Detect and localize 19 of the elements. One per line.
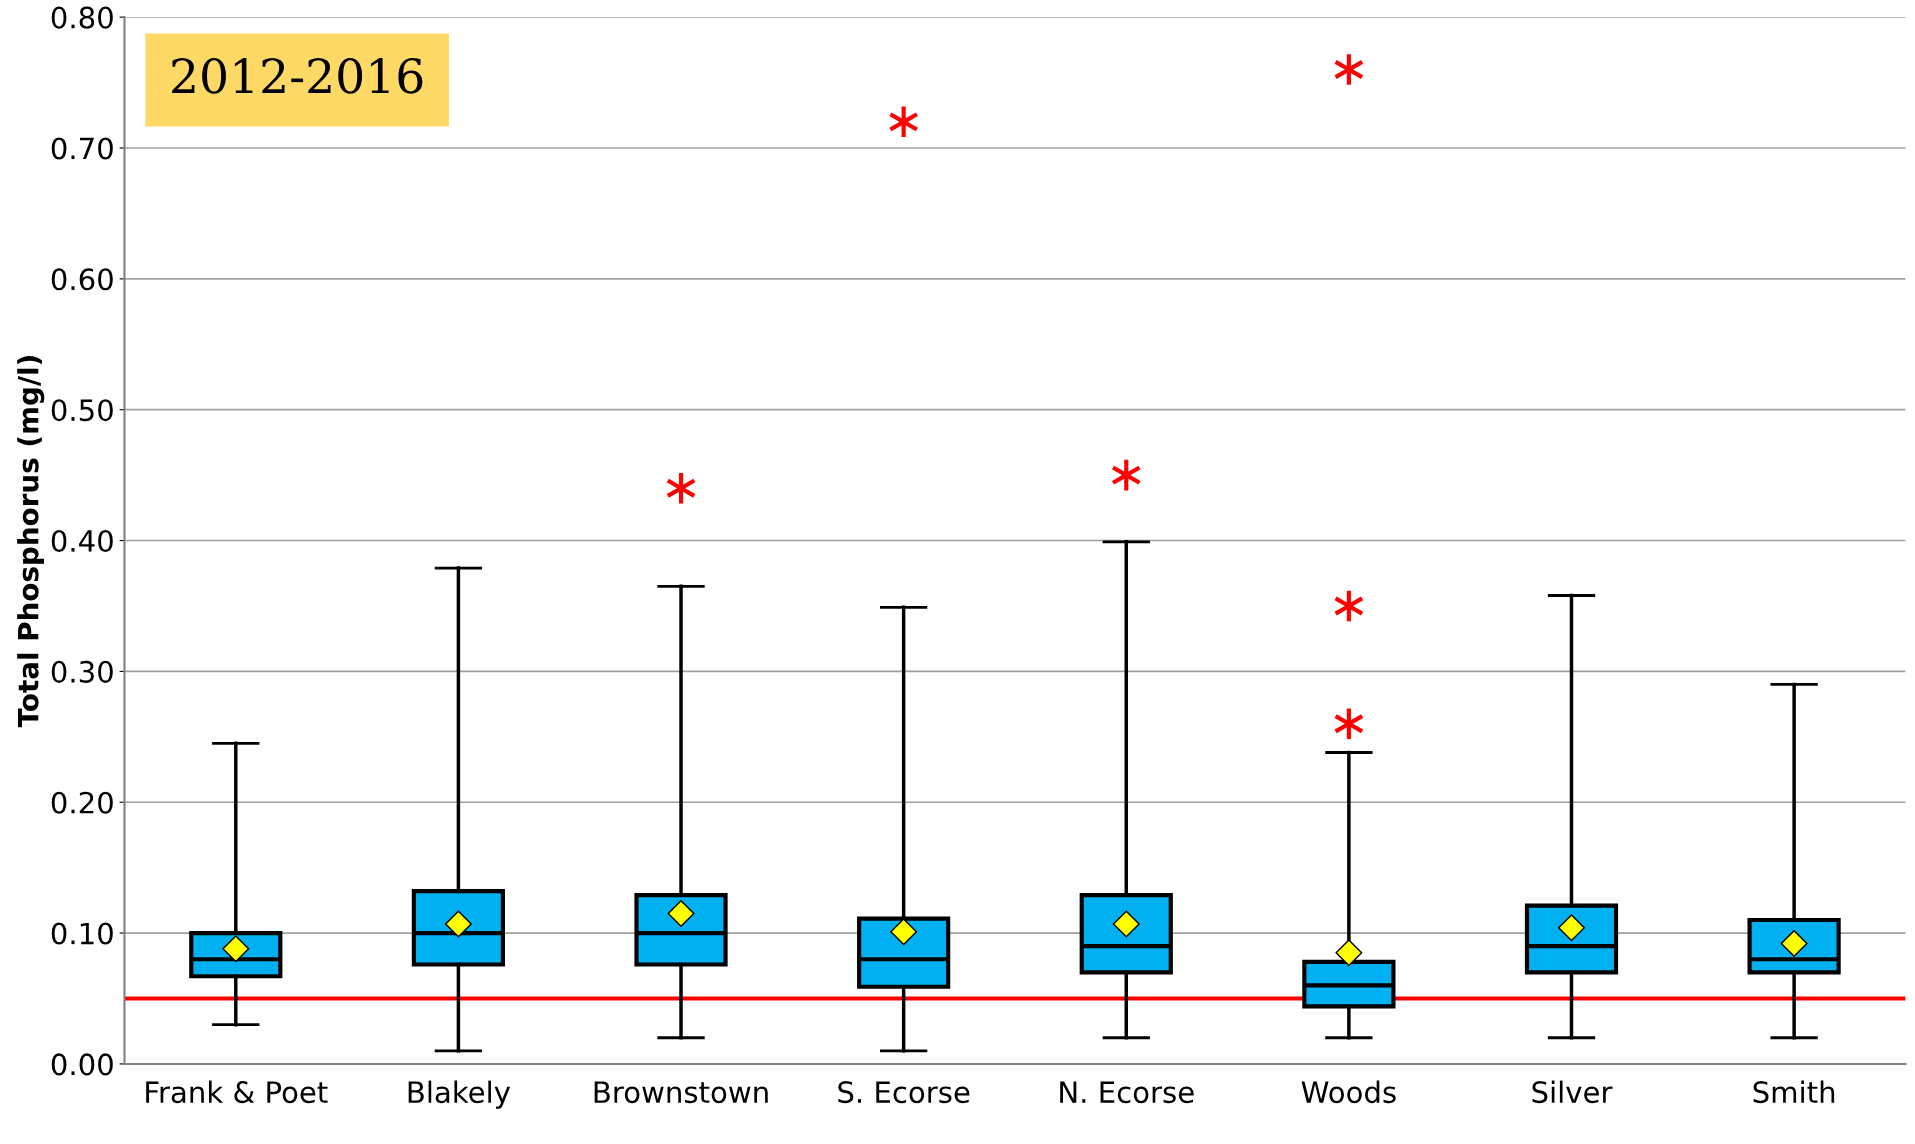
y-tick-label: 0.50 <box>51 399 113 422</box>
y-axis-title: Total Phosphorus (mg/l) <box>17 356 45 728</box>
y-tick-label: 0.70 <box>51 137 113 160</box>
y-tick-label: 0.40 <box>51 529 113 553</box>
x-tick-label: Woods <box>1301 1080 1396 1104</box>
y-tick-label: 0.10 <box>51 922 113 945</box>
y-tick-label: 0.30 <box>51 660 113 683</box>
y-tick-label: 0.80 <box>51 6 113 29</box>
x-tick-label: Frank & Poet <box>146 1080 328 1104</box>
y-tick-label: 0.00 <box>51 1053 113 1076</box>
x-tick-label: N. Ecorse <box>1060 1081 1194 1104</box>
x-tick-label: Smith <box>1753 1080 1835 1104</box>
y-tick-label: 0.60 <box>51 268 113 291</box>
y-tick-label: 0.20 <box>51 791 113 814</box>
x-tick-label: Blakely <box>408 1080 511 1109</box>
annotation: 2012-2016 <box>172 57 423 94</box>
x-tick-label: Brownstown <box>594 1081 768 1104</box>
x-tick-label: S. Ecorse <box>838 1081 970 1104</box>
x-tick-label: Silver <box>1532 1080 1613 1104</box>
